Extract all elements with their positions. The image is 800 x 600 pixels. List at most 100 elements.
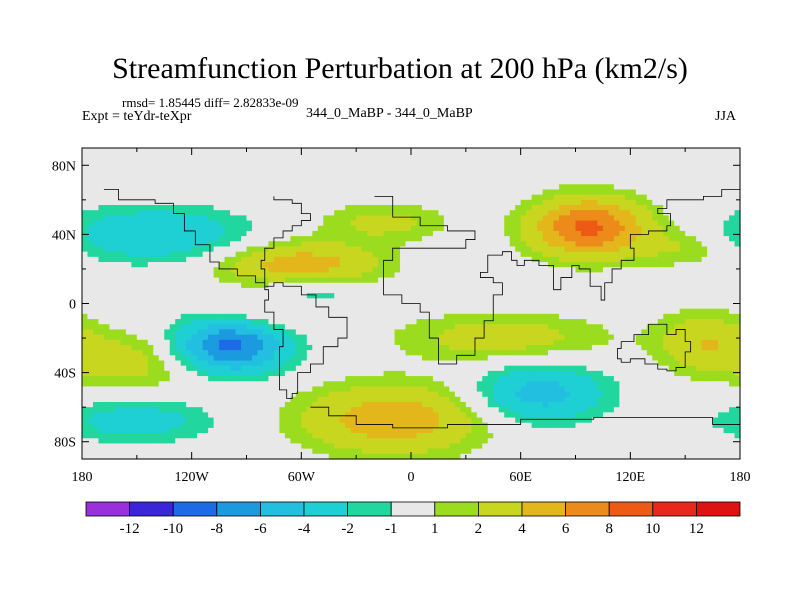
field-cell (734, 241, 741, 248)
field-cell (279, 293, 286, 299)
field-cell (87, 215, 94, 222)
field-cell (92, 148, 100, 154)
field-cell (328, 355, 335, 362)
field-cell (515, 184, 522, 191)
field-cell (663, 199, 670, 206)
field-cell (454, 225, 461, 232)
field-cell (251, 210, 259, 216)
field-cell (460, 282, 467, 289)
field-cell (262, 287, 270, 294)
field-cell (564, 298, 571, 305)
field-cell (114, 153, 121, 159)
field-cell (515, 277, 522, 284)
field-cell (575, 210, 582, 216)
field-cell (564, 205, 571, 211)
field-cell (87, 329, 94, 336)
field-cell (504, 256, 511, 263)
field-cell (312, 298, 319, 305)
field-cell (103, 194, 111, 201)
field-cell (323, 168, 330, 175)
field-cell (575, 339, 582, 346)
field-cell (120, 272, 127, 279)
field-cell (630, 303, 637, 310)
field-cell (235, 360, 242, 367)
field-cell (142, 194, 149, 201)
field-cell (537, 220, 544, 227)
field-cell (378, 153, 385, 159)
field-cell (394, 344, 401, 351)
field-cell (602, 148, 609, 154)
field-cell (317, 262, 324, 268)
field-cell (509, 173, 516, 180)
field-cell (241, 168, 248, 175)
field-cell (208, 267, 215, 273)
field-cell (334, 256, 341, 263)
field-cell (361, 334, 368, 341)
field-cell (449, 168, 456, 175)
field-cell (224, 230, 231, 237)
field-cell (608, 173, 615, 180)
field-cell (109, 256, 116, 263)
field-cell (674, 262, 681, 268)
field-cell (339, 215, 346, 222)
field-cell (241, 329, 248, 336)
field-cell (411, 148, 418, 154)
field-cell (328, 168, 335, 175)
field-cell (487, 262, 494, 268)
field-cell (460, 329, 467, 336)
field-cell (334, 230, 341, 237)
field-cell (416, 350, 423, 356)
field-cell (668, 220, 675, 227)
field-cell (449, 199, 456, 206)
field-cell (131, 262, 138, 268)
field-cell (548, 262, 555, 268)
field-cell (372, 230, 379, 237)
field-cell (482, 313, 489, 320)
field-cell (257, 189, 264, 196)
field-cell (334, 334, 341, 341)
field-cell (597, 256, 604, 263)
field-cell (98, 241, 105, 248)
field-cell (509, 189, 516, 196)
field-cell (701, 350, 708, 356)
field-cell (328, 277, 335, 284)
field-cell (241, 173, 248, 180)
field-cell (345, 360, 352, 367)
field-cell (339, 173, 346, 180)
field-cell (696, 298, 703, 305)
field-cell (279, 282, 286, 289)
field-cell (597, 272, 604, 279)
field-cell (602, 173, 609, 180)
field-cell (136, 308, 143, 315)
field-cell (553, 194, 560, 201)
field-cell (679, 308, 686, 315)
field-cell (613, 148, 620, 154)
field-cell (564, 168, 571, 175)
field-cell (690, 324, 697, 331)
field-cell (169, 189, 176, 196)
field-cell (345, 298, 352, 305)
field-cell (696, 293, 703, 299)
field-cell (175, 262, 182, 268)
field-cell (602, 339, 609, 346)
field-cell (197, 303, 204, 310)
field-cell (312, 329, 319, 336)
field-cell (208, 256, 215, 263)
field-cell (109, 199, 116, 206)
field-cell (580, 194, 588, 201)
field-cell (164, 355, 171, 362)
field-cell (734, 324, 741, 331)
field-cell (345, 230, 352, 237)
field-cell (657, 262, 664, 268)
field-cell (142, 329, 149, 336)
field-cell (548, 179, 555, 185)
field-cell (301, 360, 308, 367)
field-cell (624, 319, 631, 325)
field-cell (696, 163, 703, 170)
field-cell (427, 324, 434, 331)
field-cell (641, 334, 648, 341)
field-cell (454, 256, 461, 263)
field-cell (345, 324, 352, 331)
field-cell (400, 210, 407, 216)
field-cell (98, 272, 105, 279)
